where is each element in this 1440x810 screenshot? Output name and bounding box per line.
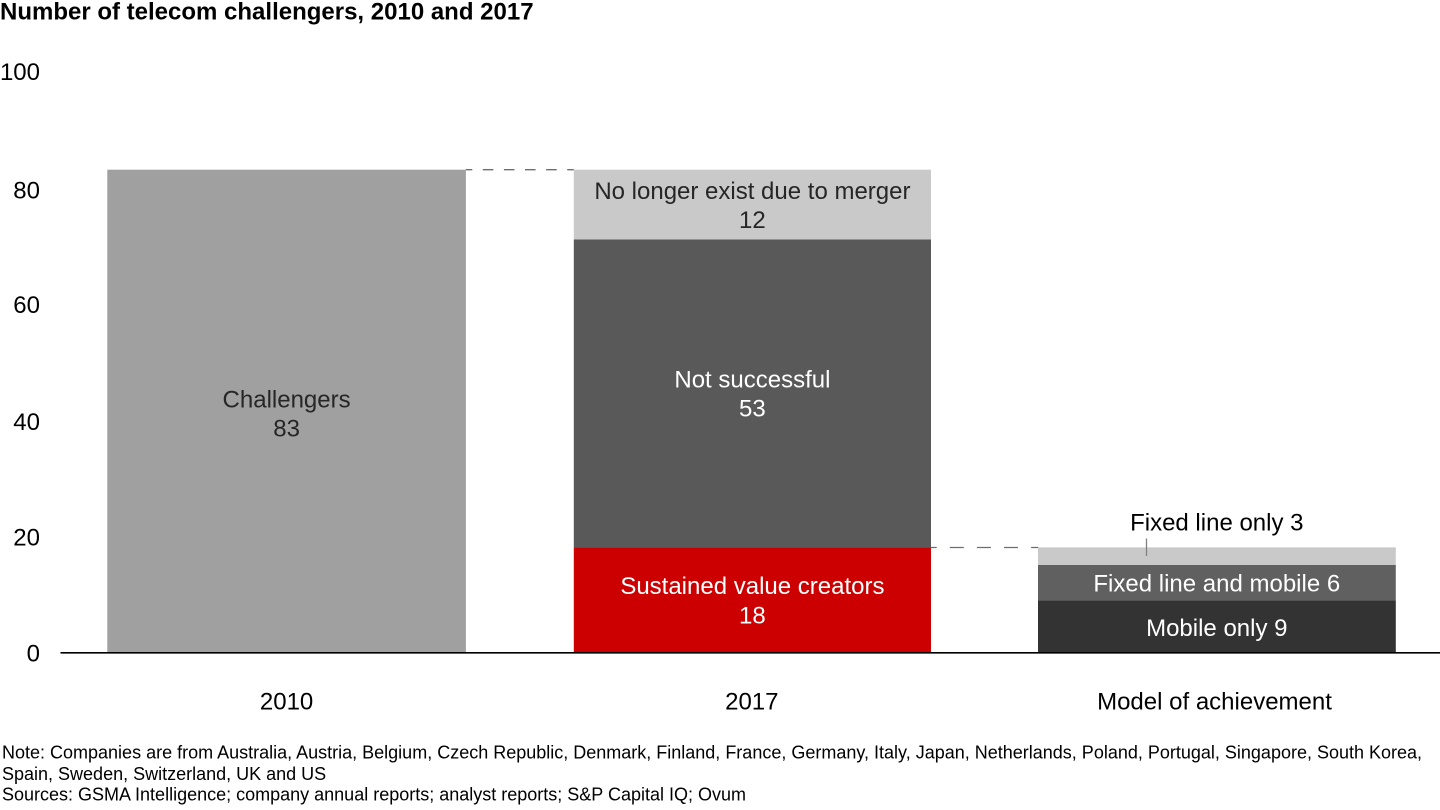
svg-text:100: 100 <box>0 59 40 86</box>
svg-text:Sources: GSMA Intelligence; co: Sources: GSMA Intelligence; company annu… <box>2 785 746 805</box>
svg-text:No longer exist due to merger: No longer exist due to merger <box>594 178 910 205</box>
svg-text:Fixed line and mobile 6: Fixed line and mobile 6 <box>1093 570 1340 597</box>
svg-text:83: 83 <box>273 416 300 443</box>
svg-text:Fixed line only 3: Fixed line only 3 <box>1130 510 1303 537</box>
svg-text:Number of telecom challengers,: Number of telecom challengers, 2010 and … <box>0 0 534 26</box>
svg-text:2010: 2010 <box>260 688 313 715</box>
svg-text:Note: Companies are from Austr: Note: Companies are from Australia, Aust… <box>2 743 1422 763</box>
svg-text:18: 18 <box>739 603 766 630</box>
svg-text:Model of achievement: Model of achievement <box>1097 688 1332 715</box>
svg-text:53: 53 <box>739 396 766 423</box>
svg-text:40: 40 <box>13 409 40 436</box>
svg-text:20: 20 <box>13 524 40 551</box>
svg-text:2017: 2017 <box>725 688 778 715</box>
svg-text:12: 12 <box>739 207 766 234</box>
svg-text:Not successful: Not successful <box>674 367 830 394</box>
svg-text:Mobile only 9: Mobile only 9 <box>1146 615 1287 642</box>
svg-text:Spain, Sweden, Switzerland, UK: Spain, Sweden, Switzerland, UK and US <box>2 764 326 784</box>
svg-text:Challengers: Challengers <box>223 387 351 414</box>
svg-text:60: 60 <box>13 292 40 319</box>
svg-text:Sustained value creators: Sustained value creators <box>620 573 884 600</box>
svg-text:0: 0 <box>27 640 40 667</box>
svg-text:80: 80 <box>13 177 40 204</box>
